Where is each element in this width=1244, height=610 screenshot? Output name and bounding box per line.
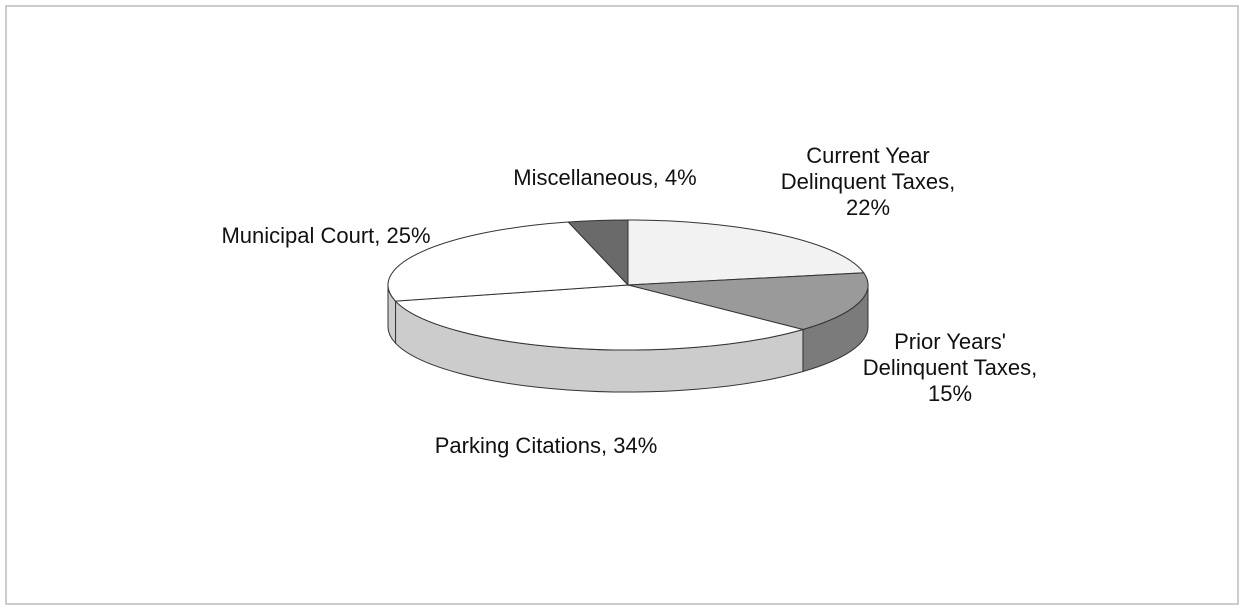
slice-label: Municipal Court, 25% xyxy=(221,223,431,248)
slice-label: Current Year Delinquent Taxes, 22% xyxy=(780,143,956,220)
slice-label: Miscellaneous, 4% xyxy=(513,165,697,190)
slice-label-box: Miscellaneous, 4% xyxy=(513,165,697,190)
slice xyxy=(387,221,630,302)
slice-label-box: Current Year Delinquent Taxes, 22% xyxy=(780,143,956,220)
slice-label-box: Prior Years' Delinquent Taxes, 15% xyxy=(862,329,1038,406)
slice-label: Parking Citations, 34% xyxy=(434,433,658,458)
slice-label-box: Municipal Court, 25% xyxy=(221,223,431,248)
slice xyxy=(567,219,629,287)
slice-label-box: Parking Citations, 34% xyxy=(434,433,658,458)
slice xyxy=(394,284,805,351)
slice-label: Prior Years' Delinquent Taxes, 15% xyxy=(862,329,1038,406)
slice xyxy=(627,219,865,286)
slice xyxy=(627,272,869,331)
